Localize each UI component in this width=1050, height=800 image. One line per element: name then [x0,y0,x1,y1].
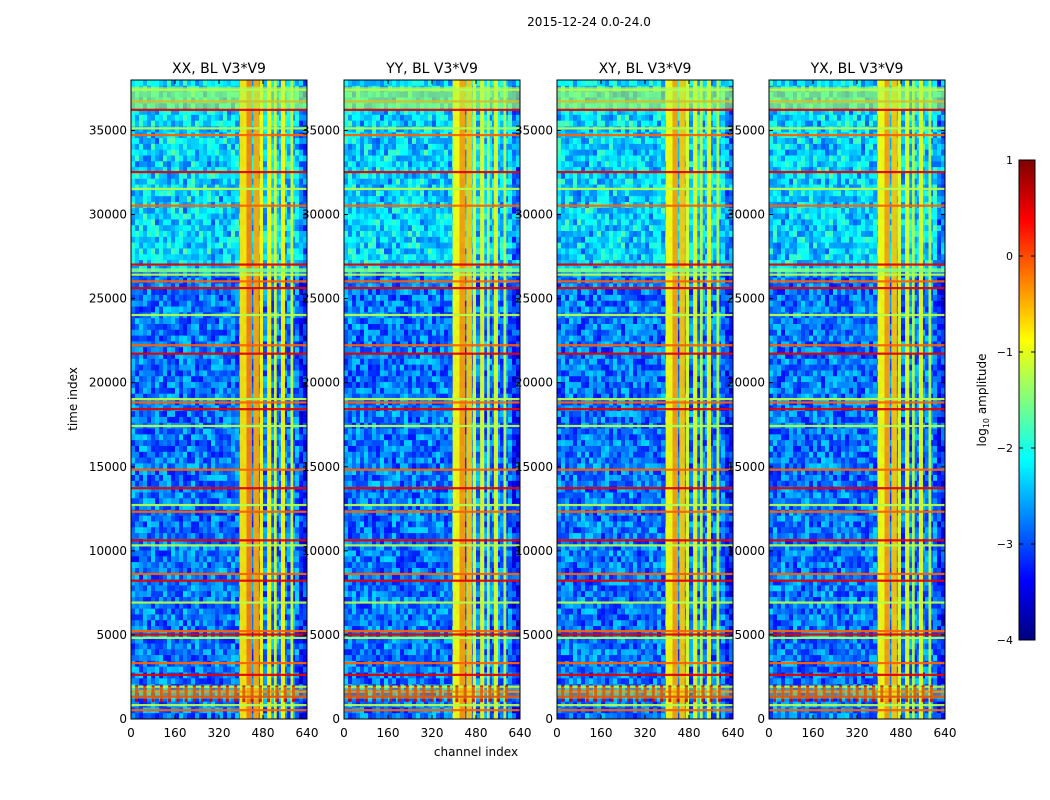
colorbar-ticks: 1 0 −1 −2 −3 −4 [997,154,1035,647]
heatmap-image [769,80,945,719]
colorbar-label-suffix: amplitude [975,354,989,418]
y-tick-label: 15000 [89,460,127,474]
x-tick-label: 320 [846,726,869,740]
panel-2: YY, BL V3*V9 0 160 320 480 640 0 5000 10000 15000… [302,61,532,740]
y-tick-label: 20000 [302,376,340,390]
x-tick-label: 320 [208,726,231,740]
x-tick-label: 160 [590,726,613,740]
y-tick-label: 0 [757,712,765,726]
y-tick-label: 30000 [302,208,340,222]
x-tick-label: 320 [421,726,444,740]
x-tick-label: 480 [465,726,488,740]
panel-4: YX, BL V3*V9 0 160 320 480 640 0 5000 10000 15000… [727,61,957,740]
y-tick-label: 20000 [727,376,765,390]
y-tick-label: 35000 [89,123,127,137]
y-axis-label: time index [66,367,80,431]
x-axis-label: channel index [434,745,518,759]
x-tick-label: 0 [340,726,348,740]
x-tick-label: 640 [509,726,532,740]
panel-title: YX, BL V3*V9 [810,61,904,77]
y-tick-label: 0 [332,712,340,726]
y-tick-label: 0 [119,712,127,726]
y-tick-label: 15000 [515,460,553,474]
figure-suptitle: 2015-12-24 0.0-24.0 [527,15,651,29]
x-tick-label: 160 [802,726,825,740]
panel-1: XX, BL V3*V9 0 160 320 480 640 0 5000 10000 15000… [89,61,319,740]
x-tick-label: 160 [377,726,400,740]
y-tick-label: 25000 [515,292,553,306]
panel-3: XY, BL V3*V9 0 160 320 480 640 0 5000 10000 15000… [515,61,745,740]
x-tick-label: 480 [252,726,275,740]
colorbar-tick-label: −3 [997,538,1013,551]
heatmap-image [131,80,307,719]
y-tick-label: 25000 [302,292,340,306]
colorbar-tick-label: 0 [1006,250,1013,263]
panel-title: XY, BL V3*V9 [599,61,692,77]
y-tick-label: 35000 [727,123,765,137]
x-tick-label: 480 [890,726,913,740]
y-tick-label: 5000 [522,628,553,642]
colorbar-gradient [1018,159,1036,641]
y-tick-label: 10000 [302,544,340,558]
x-tick-label: 160 [164,726,187,740]
y-tick-label: 15000 [302,460,340,474]
y-tick-label: 10000 [515,544,553,558]
heatmap-image [344,80,520,719]
y-tick-label: 0 [545,712,553,726]
y-tick-label: 5000 [96,628,127,642]
y-tick-label: 5000 [309,628,340,642]
y-tick-label: 30000 [89,208,127,222]
y-tick-label: 10000 [89,544,127,558]
y-tick-label: 20000 [515,376,553,390]
panel-title: YY, BL V3*V9 [385,61,478,77]
heatmap-image [557,80,733,719]
x-tick-label: 0 [553,726,561,740]
x-tick-label: 640 [296,726,319,740]
x-tick-label: 0 [127,726,135,740]
x-tick-label: 480 [678,726,701,740]
y-tick-label: 30000 [727,208,765,222]
y-tick-label: 25000 [89,292,127,306]
panel-title: XX, BL V3*V9 [172,61,266,77]
x-tick-label: 640 [934,726,957,740]
y-tick-label: 20000 [89,376,127,390]
colorbar-tick-label: −4 [997,634,1013,647]
y-tick-label: 15000 [727,460,765,474]
x-tick-label: 640 [722,726,745,740]
colorbar-tick-label: 1 [1006,154,1013,167]
y-tick-label: 10000 [727,544,765,558]
y-tick-label: 5000 [734,628,765,642]
colorbar: 10−1−2−3−4 log10 amplitude [975,154,1036,647]
y-tick-label: 30000 [515,208,553,222]
x-tick-label: 0 [765,726,773,740]
y-tick-label: 25000 [727,292,765,306]
colorbar-label-prefix: log [975,428,989,446]
colorbar-label-subscript: 10 [982,418,991,428]
heatmap-panels: XX, BL V3*V9 0 160 320 480 640 0 5000 10000 15000… [89,61,957,740]
x-tick-label: 320 [634,726,657,740]
y-tick-label: 35000 [515,123,553,137]
colorbar-label: log10 amplitude [975,354,991,447]
colorbar-tick-label: −2 [997,442,1013,455]
y-tick-label: 35000 [302,123,340,137]
colorbar-tick-label: −1 [997,346,1013,359]
